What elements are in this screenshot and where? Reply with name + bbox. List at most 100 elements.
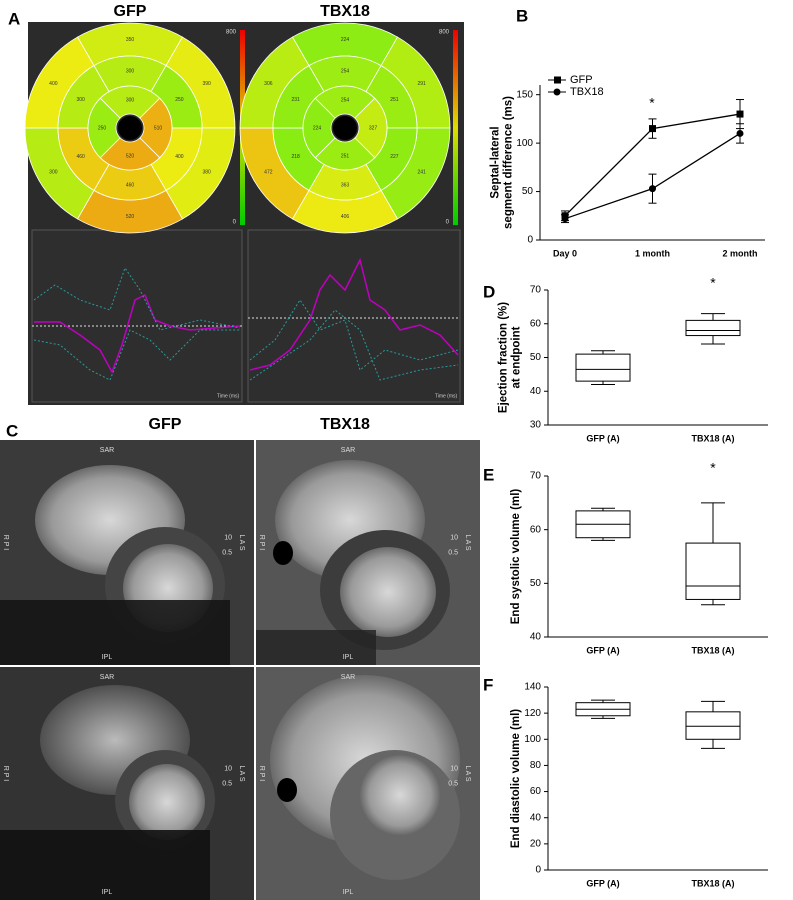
segment-value: 520 xyxy=(126,214,135,220)
segment-value: 224 xyxy=(313,125,322,131)
y-axis-label: Ejection fraction (%) xyxy=(498,302,510,413)
mri-label: R P I xyxy=(2,535,9,550)
box xyxy=(685,319,741,337)
x-tick-label: TBX18 (A) xyxy=(691,878,734,888)
segment-value: 300 xyxy=(76,97,85,103)
segment-value: 472 xyxy=(264,170,273,176)
panel-label: C xyxy=(6,421,18,440)
segment-value: 254 xyxy=(341,97,350,103)
panel-label: D xyxy=(483,282,495,301)
bullseye-segment xyxy=(87,97,121,159)
mri-label: 10 xyxy=(224,765,232,772)
mri-image xyxy=(0,667,254,900)
panel-label: F xyxy=(483,675,493,694)
significance-mark: * xyxy=(710,275,716,291)
bullseye-segment xyxy=(139,97,173,159)
segment-value: 231 xyxy=(291,97,300,103)
marker xyxy=(736,129,744,137)
mri-image xyxy=(0,440,254,665)
panel-a-title: GFP xyxy=(114,3,147,20)
bullseye-segment xyxy=(314,137,376,171)
colorbar-max: 800 xyxy=(439,30,450,36)
trace-x-label: Time (ms) xyxy=(217,393,240,399)
y-tick-label: 60 xyxy=(530,524,542,535)
trace-panel: Time (ms) xyxy=(31,229,243,403)
y-tick-label: 150 xyxy=(516,89,533,100)
segment-value: 400 xyxy=(175,154,184,160)
segment-value: 250 xyxy=(98,125,107,131)
colorbar-min: 0 xyxy=(446,220,450,226)
segment-value: 306 xyxy=(264,81,273,87)
mri-label: L A S xyxy=(238,534,245,550)
y-tick-label: 0 xyxy=(535,865,541,876)
mri-label: IPL xyxy=(102,654,113,661)
y-tick-label: 60 xyxy=(530,318,542,329)
bullseye-hole xyxy=(118,116,142,140)
mri-label: 0.5 xyxy=(448,549,458,556)
segment-value: 250 xyxy=(175,97,184,103)
segment-value: 224 xyxy=(341,37,350,43)
segment-value: 390 xyxy=(202,81,211,87)
marker xyxy=(736,110,744,118)
mri-label: R P I xyxy=(258,535,265,550)
colorbar-max: 800 xyxy=(226,30,237,36)
y-tick-label: 140 xyxy=(524,682,541,693)
segment-value: 363 xyxy=(341,182,350,188)
trace-panel: Time (ms) xyxy=(247,229,461,403)
mri-label: IPL xyxy=(343,654,354,661)
marker xyxy=(649,125,656,133)
y-tick-label: 40 xyxy=(530,386,542,397)
segment-value: 291 xyxy=(417,81,426,87)
significance-mark: * xyxy=(649,95,655,111)
segment-value: 520 xyxy=(126,153,135,159)
segment-value: 251 xyxy=(341,153,350,159)
y-tick-label: 80 xyxy=(530,760,542,771)
y-axis-label: segment difference (ms) xyxy=(503,96,515,229)
significance-mark: * xyxy=(710,460,716,476)
panel-a-title: TBX18 xyxy=(320,3,370,20)
y-tick-label: 70 xyxy=(530,285,542,296)
panel-label: A xyxy=(8,9,20,28)
segment-value: 251 xyxy=(390,97,399,103)
segment-value: 241 xyxy=(417,170,426,176)
x-tick-label: TBX18 (A) xyxy=(691,645,734,655)
segment-value: 218 xyxy=(291,154,300,160)
mri-label: R P I xyxy=(2,766,9,781)
mri-label: 0.5 xyxy=(222,780,232,787)
bullseye-segment xyxy=(99,137,161,171)
mri-label: 0.5 xyxy=(448,780,458,787)
bullseye-segment xyxy=(354,97,388,159)
mri-label: 0.5 xyxy=(222,549,232,556)
segment-value: 254 xyxy=(341,68,350,74)
mri-label: SAR xyxy=(100,447,114,454)
mri-label: L A S xyxy=(464,765,471,781)
panel-c-title: GFP xyxy=(149,416,182,433)
mri-label: SAR xyxy=(100,674,114,681)
x-tick-label: 2 month xyxy=(723,248,758,258)
mri-label: SAR xyxy=(341,447,355,454)
marker xyxy=(561,215,569,223)
panel-label: E xyxy=(483,465,494,484)
mri-label: 10 xyxy=(450,534,458,541)
mri-label: 10 xyxy=(450,765,458,772)
x-tick-label: GFP (A) xyxy=(586,878,619,888)
x-tick-label: GFP (A) xyxy=(586,645,619,655)
legend-marker xyxy=(553,88,561,96)
mri-label: SAR xyxy=(341,674,355,681)
y-tick-label: 30 xyxy=(530,420,542,431)
colorbar xyxy=(453,30,458,225)
y-tick-label: 100 xyxy=(516,138,533,149)
segment-value: 300 xyxy=(126,97,135,103)
segment-value: 510 xyxy=(154,125,163,131)
x-tick-label: 1 month xyxy=(635,248,670,258)
mri-label: IPL xyxy=(102,889,113,896)
segment-value: 350 xyxy=(126,37,135,43)
y-tick-label: 70 xyxy=(530,471,542,482)
mri-label: R P I xyxy=(258,766,265,781)
y-tick-label: 100 xyxy=(524,734,541,745)
y-axis-label: at endpoint xyxy=(511,326,523,388)
x-tick-label: GFP (A) xyxy=(586,433,619,443)
segment-value: 406 xyxy=(341,214,350,220)
y-tick-label: 120 xyxy=(524,708,541,719)
